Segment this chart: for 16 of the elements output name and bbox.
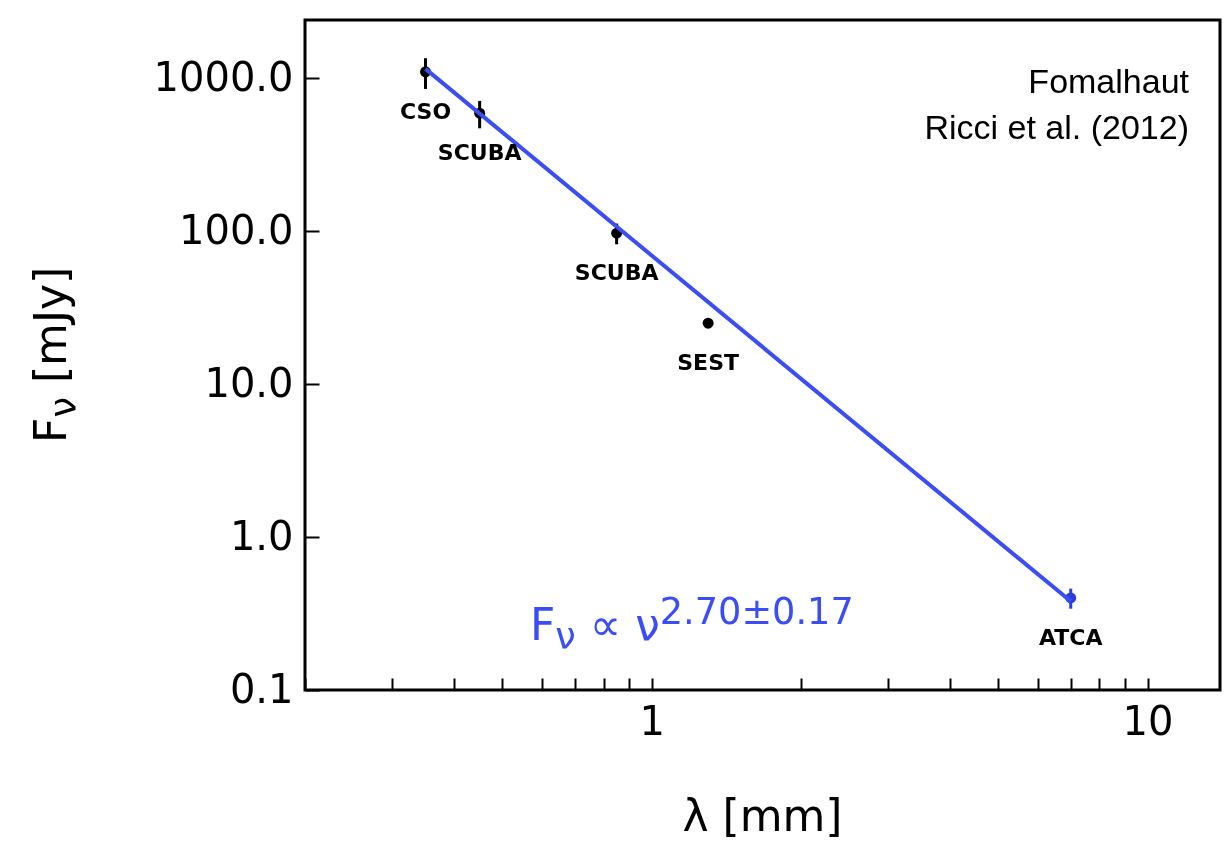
x-tick-label: 1 bbox=[639, 697, 665, 744]
annotation: ATCA bbox=[1038, 624, 1103, 650]
annotation: SCUBA bbox=[437, 140, 522, 166]
annotation: SEST bbox=[677, 350, 739, 376]
y-tick-label: 10.0 bbox=[204, 359, 294, 406]
annotation: CSO bbox=[399, 98, 452, 124]
x-axis-title: λ [mm] bbox=[681, 790, 844, 841]
y-tick-label: 1000.0 bbox=[153, 53, 294, 100]
text: F$_{ν}$ ∝ ν$^{2.70±0.17}$ bbox=[530, 590, 854, 659]
x-tick-label: 10 bbox=[1122, 697, 1174, 744]
annotation: Fomalhaut bbox=[1028, 62, 1189, 100]
annotation: SCUBA bbox=[574, 260, 659, 286]
y-tick-label: 1.0 bbox=[229, 512, 294, 559]
annotation: Ricci et al. (2012) bbox=[924, 108, 1189, 146]
y-tick-label: 0.1 bbox=[229, 665, 294, 712]
y-tick-label: 100.0 bbox=[178, 206, 294, 253]
